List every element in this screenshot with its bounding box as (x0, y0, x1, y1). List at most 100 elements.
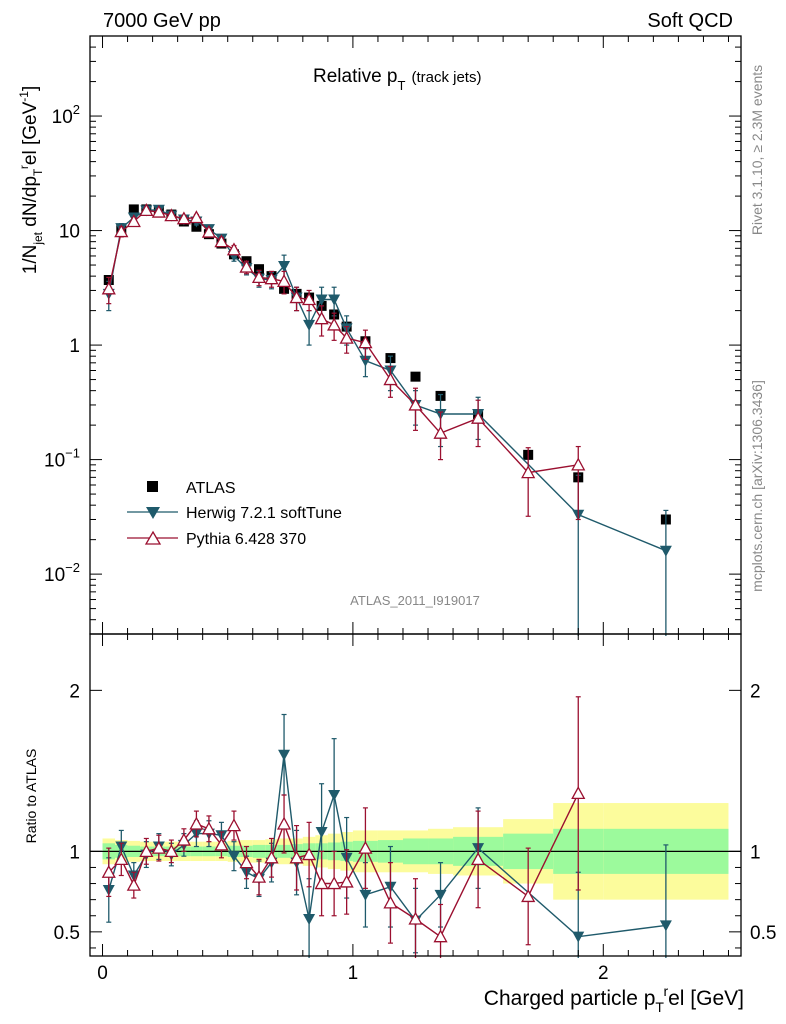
pythia-point (189, 210, 204, 224)
pythia-ratio-point (114, 852, 129, 866)
pythia-ratio-point (358, 840, 373, 854)
pythia-ratio-point (301, 847, 317, 861)
analysis-watermark: ATLAS_2011_I919017 (350, 593, 480, 608)
atlas-point (254, 264, 265, 275)
pythia-point (433, 425, 448, 439)
pythia-ratio-point (339, 874, 354, 888)
ratio-ytick-label: 1 (69, 842, 80, 863)
pythia-ratio-point (289, 850, 304, 864)
herwig-point (359, 355, 372, 367)
pythia-ratio-point (201, 821, 217, 835)
herwig-point (278, 261, 291, 273)
pythia-point (126, 214, 141, 228)
ratio-ytick-label: 0.5 (54, 923, 80, 944)
main-panel-data (101, 203, 672, 636)
axes: 10−2 10−1 1 10 102 0 1 2 0.5 0.5 1 1 2 2 (44, 35, 776, 984)
pythia-point (383, 372, 398, 386)
legend-atlas-label: ATLAS (186, 480, 236, 497)
legend: ATLAS Herwig 7.2.1 softTune Pythia 6.428… (127, 480, 342, 548)
pythia-point (301, 292, 317, 306)
herwig-point (659, 545, 672, 557)
x-tick-label: 2 (598, 963, 609, 984)
pythia-ratio-point (408, 911, 423, 925)
pythia-point (408, 397, 423, 411)
herwig-ratio-point (227, 851, 240, 863)
mcplots-label: mcplots.cern.ch [arXiv:1306.3436] (749, 380, 765, 592)
ratio-ylabel: Ratio to ATLAS (23, 749, 39, 844)
pythia-ratio-point (327, 876, 342, 890)
pythia-point (201, 224, 217, 238)
header-left: 7000 GeV pp (103, 10, 221, 32)
herwig-point (315, 294, 328, 306)
main-ytick-label: 102 (52, 102, 80, 128)
pythia-ratio-point (139, 843, 154, 857)
pythia-ratio-point (571, 786, 586, 800)
x-tick-label: 1 (348, 963, 359, 984)
pythia-ratio-point (214, 837, 229, 851)
herwig-ratio-point (359, 889, 372, 901)
ratio-ytick-label-right: 2 (750, 681, 761, 702)
main-title: Relative pT (track jets) (313, 66, 481, 93)
pythia-point (314, 311, 329, 325)
pythia-ratio-point (383, 895, 398, 909)
pythia-ratio-point (101, 864, 116, 878)
pythia-point (289, 290, 304, 304)
ratio-panel-data (90, 696, 741, 958)
pythia-point (471, 410, 486, 424)
ratio-ytick-label-right: 1 (750, 842, 761, 863)
pythia-point (164, 208, 179, 222)
pythia-ratio-point (314, 876, 329, 890)
pythia-ratio-point (264, 850, 279, 864)
pythia-point (101, 281, 116, 295)
main-ytick-label: 10 (59, 222, 80, 243)
herwig-point (303, 319, 316, 331)
pythia-ratio-point (276, 816, 292, 830)
herwig-ratio-point (659, 920, 672, 932)
pythia-ratio-point (521, 889, 536, 903)
pythia-point (176, 211, 191, 225)
legend-atlas-marker (147, 481, 158, 492)
main-ytick-label: 10−1 (44, 446, 80, 472)
herwig-ratio-point (278, 749, 291, 761)
atlas-point (128, 204, 139, 215)
pythia-point (327, 317, 342, 331)
pythia-point (264, 271, 279, 285)
pythia-point (358, 335, 373, 349)
pythia-point (239, 259, 254, 273)
pythia-ratio-point (176, 832, 191, 846)
pythia-ratio-point (433, 929, 448, 943)
pythia-point (214, 234, 229, 248)
ratio-ytick-label-right: 0.5 (750, 923, 776, 944)
pythia-point (226, 242, 242, 256)
atlas-point (410, 371, 421, 382)
herwig-ratio-point (328, 790, 341, 801)
ratio-ytick-label: 2 (69, 681, 80, 702)
pythia-point (251, 270, 267, 284)
pythia-ratio-point (226, 818, 242, 832)
x-axis-label: Charged particle pTrel [GeV] (484, 983, 744, 1015)
pythia-ratio-point (189, 816, 204, 830)
pythia-ratio-point (151, 840, 166, 854)
pythia-ratio-point (251, 869, 267, 883)
header-right: Soft QCD (647, 10, 733, 32)
pythia-point (139, 203, 154, 217)
herwig-ratio-point (572, 931, 585, 943)
pythia-point (276, 274, 292, 288)
rivet-label: Rivet 3.1.10, ≥ 2.3M events (749, 65, 765, 235)
legend-pythia-marker (144, 530, 162, 545)
pythia-point (571, 457, 586, 471)
pythia-point (339, 330, 354, 344)
main-ytick-label: 10−2 (44, 560, 80, 586)
legend-pythia-label: Pythia 6.428 370 (186, 531, 306, 548)
pythia-ratio-point (471, 852, 486, 866)
main-ylabel: 1/Njet dN/dpTrel [GeV-1] (17, 86, 45, 274)
pythia-ratio-point (239, 855, 254, 869)
pythia-ratio-point (164, 843, 179, 857)
herwig-ratio-point (303, 913, 316, 925)
legend-herwig-marker (146, 507, 160, 519)
herwig-ratio-point (434, 889, 447, 901)
pythia-point (151, 204, 166, 218)
main-ytick-label: 1 (69, 336, 80, 357)
pythia-point (521, 465, 536, 479)
herwig-ratio-point (315, 827, 328, 839)
